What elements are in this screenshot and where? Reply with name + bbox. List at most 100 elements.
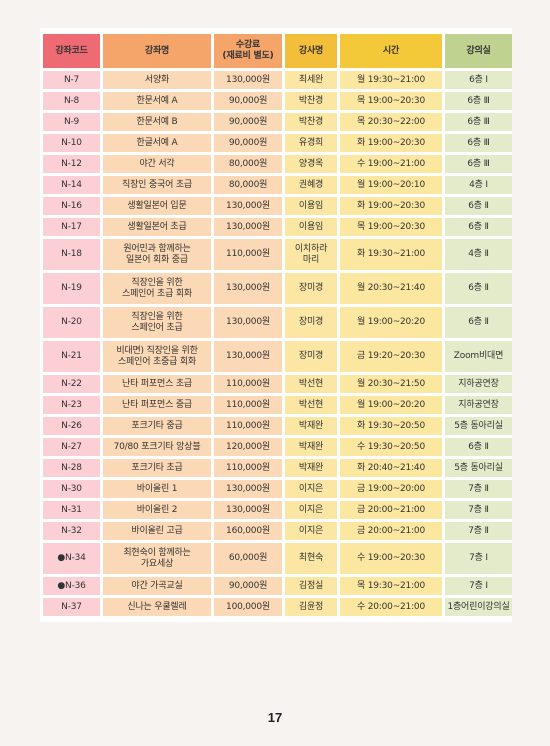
- course-name: 서양화: [103, 71, 211, 89]
- course-fee: 130,000원: [214, 197, 282, 215]
- course-name: 한문서예 A: [103, 92, 211, 110]
- course-name: 야간 가곡교실: [103, 577, 211, 595]
- course-time: 화 19:30~20:50: [340, 417, 442, 435]
- course-instructor: 최세완: [285, 71, 337, 89]
- instructor-line: 김윤정: [298, 601, 324, 612]
- course-room: 1층어린이강의실: [445, 598, 512, 616]
- course-instructor: 박찬경: [285, 92, 337, 110]
- instructor-line: 권혜경: [298, 179, 324, 190]
- course-name-line: 스페인어 초중급 회화: [117, 356, 197, 367]
- table-row: N-10 한글서예 A 90,000원 유경희 화 19:00~20:30 6층 Ⅲ: [43, 134, 512, 152]
- instructor-line: 이치하라: [294, 243, 328, 254]
- course-code: N-20: [43, 307, 100, 338]
- course-time: 목 19:00~20:30: [340, 92, 442, 110]
- course-instructor: 박선현: [285, 375, 337, 393]
- course-name: 원어민과 함께하는 일본어 회화 중급: [103, 239, 211, 270]
- course-fee: 90,000원: [214, 92, 282, 110]
- course-name-line: 직장인을 위한: [131, 311, 183, 322]
- course-name-line: 직장인 중국어 초급: [122, 179, 192, 190]
- course-room: 지하공연장: [445, 375, 512, 393]
- course-time: 화 20:40~21:40: [340, 459, 442, 477]
- course-time: 월 19:00~20:20: [340, 307, 442, 338]
- instructor-line: 최세완: [298, 74, 324, 85]
- course-time: 목 19:00~20:30: [340, 218, 442, 236]
- instructor-line: 유경희: [298, 137, 324, 148]
- course-fee: 130,000원: [214, 273, 282, 304]
- course-code: N-16: [43, 197, 100, 215]
- course-time: 금 19:20~20:30: [340, 341, 442, 372]
- course-name: 생활일본어 입문: [103, 197, 211, 215]
- table-row: N-26 포크기타 중급 110,000원 박재완 화 19:30~20:50 5층 동아…: [43, 417, 512, 435]
- header-name: 강좌명: [103, 34, 211, 68]
- course-name: 신나는 우쿨렐레: [103, 598, 211, 616]
- course-room: 지하공연장: [445, 396, 512, 414]
- course-name-line: 한문서예 B: [136, 116, 178, 127]
- instructor-line: 양경옥: [298, 158, 324, 169]
- course-fee: 120,000원: [214, 438, 282, 456]
- table-row: N-37 신나는 우쿨렐레 100,000원 김윤정 수 20:00~21:00 1층어린…: [43, 598, 512, 616]
- course-name: 비대면) 직장인을 위한 스페인어 초중급 회화: [103, 341, 211, 372]
- course-fee: 110,000원: [214, 459, 282, 477]
- course-time: 화 19:00~20:30: [340, 134, 442, 152]
- course-instructor: 유경희: [285, 134, 337, 152]
- course-time: 화 19:30~21:00: [340, 239, 442, 270]
- course-time: 수 19:00~21:00: [340, 155, 442, 173]
- course-name: 70/80 포크기타 앙상블: [103, 438, 211, 456]
- course-room: 5층 동아리실: [445, 417, 512, 435]
- course-time: 화 19:00~20:30: [340, 197, 442, 215]
- course-fee: 110,000원: [214, 239, 282, 270]
- course-room: 4층 Ⅱ: [445, 239, 512, 270]
- course-instructor: 권혜경: [285, 176, 337, 194]
- course-code: N-7: [43, 71, 100, 89]
- course-name-line: 한문서예 A: [136, 95, 178, 106]
- course-code: N-9: [43, 113, 100, 131]
- course-name: 바이올린 고급: [103, 522, 211, 540]
- course-name: 바이올린 1: [103, 480, 211, 498]
- instructor-line: 박선현: [298, 399, 324, 410]
- course-instructor: 장미경: [285, 307, 337, 338]
- course-code: N-12: [43, 155, 100, 173]
- course-code: ●N-36: [43, 577, 100, 595]
- course-room: 7층 Ⅰ: [445, 577, 512, 595]
- course-instructor: 이지은: [285, 522, 337, 540]
- course-time: 수 20:00~21:00: [340, 598, 442, 616]
- course-fee: 130,000원: [214, 71, 282, 89]
- course-name-line: 생활일본어 초급: [127, 221, 187, 232]
- course-fee: 130,000원: [214, 218, 282, 236]
- instructor-line: 박재완: [298, 462, 324, 473]
- instructor-line: 이용임: [298, 221, 324, 232]
- course-name-line: 스페인어 초급 회화: [122, 288, 192, 299]
- course-room: 6층 Ⅱ: [445, 218, 512, 236]
- course-fee: 130,000원: [214, 307, 282, 338]
- course-name-line: 난타 퍼포먼스 중급: [122, 399, 192, 410]
- instructor-line: 마리: [302, 254, 320, 265]
- course-room: 7층 Ⅱ: [445, 501, 512, 519]
- course-name-line: 야간 서각: [139, 158, 175, 169]
- course-code: N-8: [43, 92, 100, 110]
- course-instructor: 장미경: [285, 273, 337, 304]
- course-fee: 130,000원: [214, 480, 282, 498]
- course-instructor: 이지은: [285, 480, 337, 498]
- course-fee: 80,000원: [214, 155, 282, 173]
- course-instructor: 박재완: [285, 438, 337, 456]
- course-instructor: 김정실: [285, 577, 337, 595]
- course-name-line: 바이올린 1: [136, 483, 178, 494]
- course-room: 6층 Ⅲ: [445, 92, 512, 110]
- course-fee: 130,000원: [214, 341, 282, 372]
- instructor-line: 박재완: [298, 441, 324, 452]
- course-time: 금 19:00~20:00: [340, 480, 442, 498]
- course-room: 6층 Ⅲ: [445, 134, 512, 152]
- course-instructor: 김윤정: [285, 598, 337, 616]
- instructor-line: 박선현: [298, 378, 324, 389]
- course-time: 목 20:30~22:00: [340, 113, 442, 131]
- course-code: N-22: [43, 375, 100, 393]
- course-instructor: 장미경: [285, 341, 337, 372]
- course-room: 6층 Ⅲ: [445, 113, 512, 131]
- course-time: 금 20:00~21:00: [340, 501, 442, 519]
- course-time: 목 19:30~21:00: [340, 577, 442, 595]
- course-name-line: 포크기타 초급: [131, 462, 183, 473]
- course-fee: 130,000원: [214, 501, 282, 519]
- course-name-line: 최현숙이 함께하는: [123, 547, 191, 558]
- course-time: 금 20:00~21:00: [340, 522, 442, 540]
- course-name-line: 서양화: [144, 74, 170, 85]
